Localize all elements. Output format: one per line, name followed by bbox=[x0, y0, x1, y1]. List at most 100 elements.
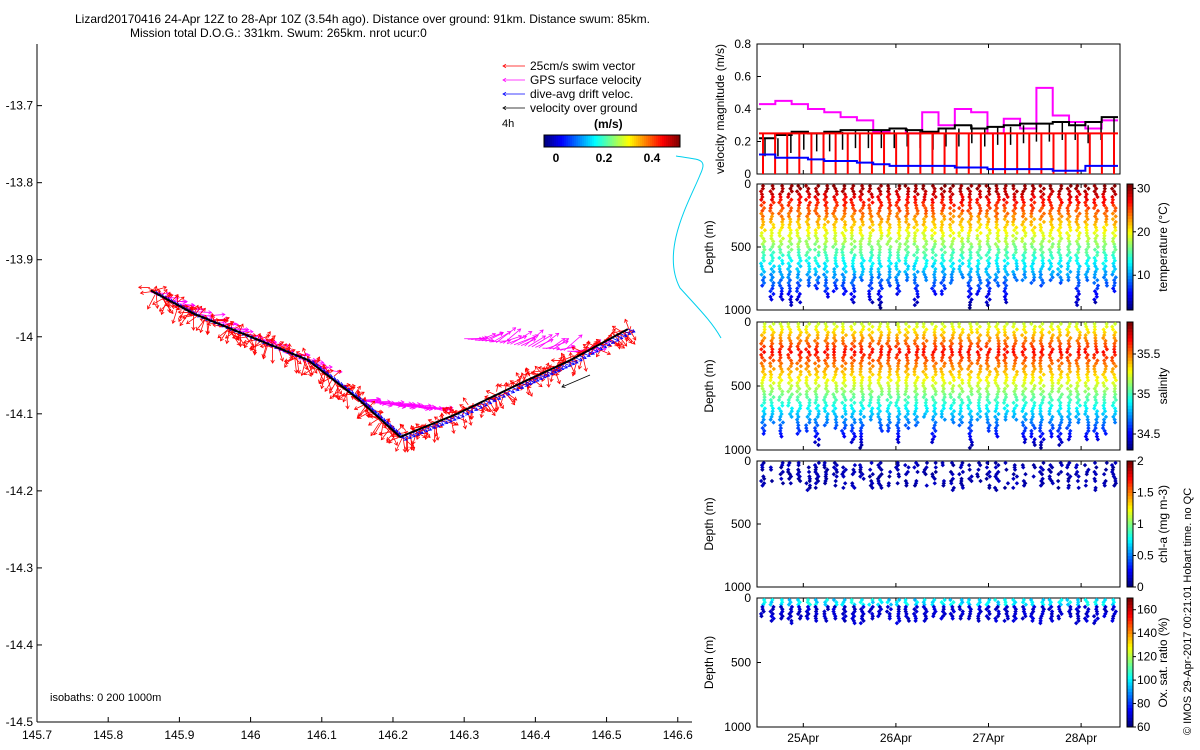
drift-vector-head bbox=[535, 377, 540, 382]
depth-data-point bbox=[960, 241, 966, 247]
gps-vector bbox=[481, 332, 504, 342]
depth-data-point bbox=[1095, 277, 1100, 283]
depth-data-point bbox=[1002, 380, 1008, 386]
depth-data-point bbox=[1049, 361, 1055, 366]
depth-data-point bbox=[912, 366, 917, 372]
depth-data-point bbox=[852, 275, 857, 280]
depth-data-point bbox=[894, 239, 899, 244]
depth-data-point bbox=[786, 214, 792, 219]
depth-data-point bbox=[932, 230, 938, 236]
depth-data-point bbox=[985, 236, 991, 241]
depth-data-point bbox=[769, 233, 774, 238]
depth-data-point bbox=[1011, 208, 1016, 214]
depth-data-point bbox=[1092, 261, 1097, 266]
depth-data-point bbox=[823, 380, 829, 386]
depth-data-point bbox=[813, 194, 818, 200]
depth-data-point bbox=[803, 347, 809, 352]
depth-data-point bbox=[804, 389, 810, 394]
depth-data-point bbox=[876, 380, 881, 386]
depth-data-point bbox=[768, 372, 774, 377]
depth-data-point bbox=[833, 425, 838, 431]
swim-vector-head bbox=[632, 336, 637, 341]
depth-data-point bbox=[887, 225, 893, 230]
depth-data-point bbox=[1002, 258, 1007, 263]
gps-vector-head bbox=[491, 332, 497, 337]
depth-data-point bbox=[796, 423, 801, 428]
depth-data-point bbox=[779, 434, 784, 439]
depth-data-point bbox=[1021, 208, 1026, 214]
depth-data-point bbox=[771, 200, 776, 205]
depth-data-point bbox=[1093, 361, 1099, 366]
depth-data-point bbox=[984, 406, 990, 411]
depth-data-point bbox=[1059, 439, 1064, 445]
depth-data-point bbox=[941, 347, 947, 352]
depth-data-point bbox=[849, 414, 855, 420]
depth-data-point bbox=[867, 258, 873, 263]
depth-data-point bbox=[986, 428, 991, 434]
depth-data-point bbox=[1111, 283, 1117, 288]
depth-data-point bbox=[852, 239, 857, 244]
depth-data-point bbox=[905, 194, 911, 200]
depth-data-point bbox=[921, 369, 926, 374]
drift-vector-head bbox=[444, 420, 449, 425]
colorbar-swatch bbox=[580, 135, 583, 147]
depth-data-point bbox=[1068, 194, 1073, 200]
depth-data-point bbox=[933, 344, 938, 349]
depth-data-point bbox=[959, 397, 964, 403]
depth-data-point bbox=[1049, 465, 1055, 470]
colorbar-segment bbox=[1127, 240, 1133, 245]
depth-data-point bbox=[786, 203, 791, 208]
depth-data-point bbox=[851, 194, 857, 200]
depth-data-point bbox=[1038, 392, 1044, 397]
depth-data-point bbox=[932, 275, 937, 280]
depth-data-point bbox=[843, 200, 848, 205]
depth-data-point bbox=[834, 423, 839, 428]
depth-data-point bbox=[870, 200, 875, 205]
depth-data-point bbox=[1083, 200, 1088, 205]
depth-data-point bbox=[840, 241, 846, 247]
depth-data-point bbox=[969, 244, 974, 250]
depth-data-point bbox=[840, 414, 845, 420]
depth-data-point bbox=[1102, 397, 1107, 403]
depth-data-point bbox=[1049, 228, 1054, 233]
depth-data-point bbox=[1076, 291, 1082, 297]
depth-data-point bbox=[780, 261, 785, 266]
depth-data-point bbox=[1113, 409, 1118, 414]
colorbar-segment bbox=[1127, 331, 1133, 336]
depth-data-point bbox=[786, 250, 792, 255]
depth-data-point bbox=[841, 286, 847, 291]
colorbar-swatch bbox=[650, 135, 653, 147]
colorbar-segment bbox=[1127, 215, 1133, 220]
depth-data-point bbox=[1104, 280, 1109, 286]
colorbar-swatch bbox=[598, 135, 601, 147]
drift-vector-head bbox=[465, 411, 470, 416]
depth-data-point bbox=[956, 375, 962, 380]
depth-data-point bbox=[1021, 366, 1026, 372]
depth-data-point bbox=[788, 344, 793, 349]
depth-data-point bbox=[957, 363, 963, 369]
depth-data-point bbox=[1103, 344, 1108, 349]
depth-data-point bbox=[923, 366, 928, 372]
depth-data-point bbox=[957, 258, 962, 263]
depth-data-point bbox=[833, 478, 838, 484]
depth-data-point bbox=[778, 277, 784, 283]
depth-data-point bbox=[1005, 481, 1011, 486]
depth-data-point bbox=[1067, 363, 1072, 369]
depth-data-point bbox=[823, 194, 829, 200]
depth-data-point bbox=[1068, 389, 1073, 394]
depth-data-point bbox=[1032, 366, 1037, 372]
depth-data-point bbox=[759, 462, 765, 468]
depth-data-point bbox=[859, 272, 865, 277]
depth-data-point bbox=[777, 230, 782, 236]
depth-data-point bbox=[1058, 197, 1063, 202]
depth-data-point bbox=[859, 380, 864, 386]
depth-data-point bbox=[876, 291, 881, 297]
depth-data-point bbox=[949, 481, 954, 486]
depth-data-point bbox=[788, 186, 793, 191]
depth-data-point bbox=[804, 380, 809, 386]
depth-data-point bbox=[886, 392, 892, 397]
depth-data-point bbox=[1014, 372, 1019, 377]
depth-data-point bbox=[906, 425, 911, 431]
colorbar-segment bbox=[1127, 297, 1133, 302]
drift-vector-head bbox=[487, 400, 493, 405]
